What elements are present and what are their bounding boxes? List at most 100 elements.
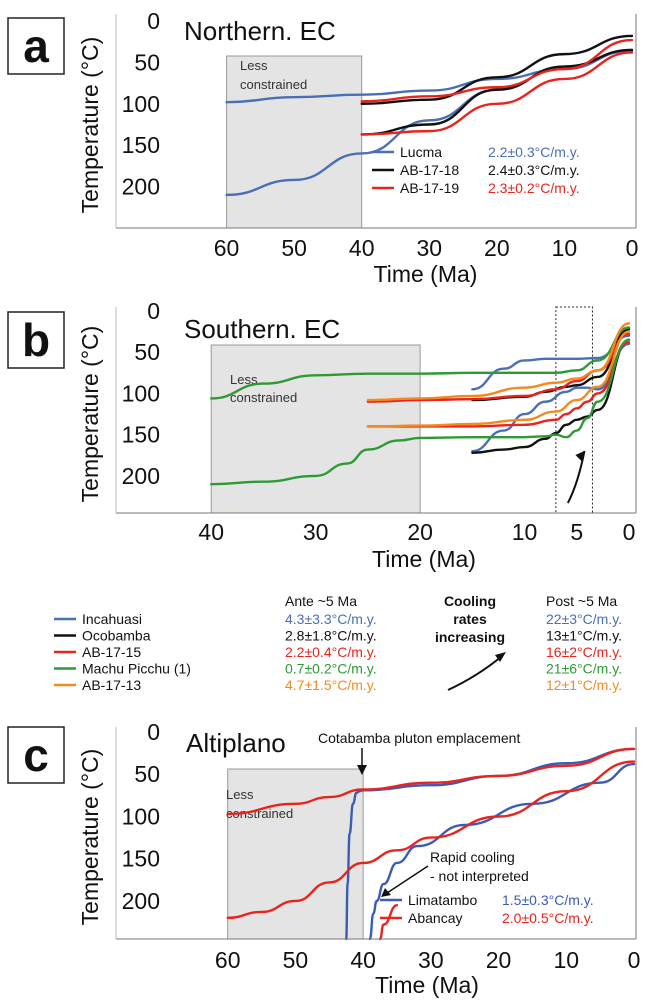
y-tick-label: 50 — [134, 49, 160, 75]
x-tick-label: 60 — [214, 235, 240, 261]
panel-a: a Less constrained Northern. EC 60 50 40 30 20 10… — [7, 8, 638, 287]
panel-label-box — [7, 311, 65, 369]
legend-rate-post: 22±3°C/m.y. — [546, 611, 622, 627]
series-line-ab-17-19 — [360, 51, 634, 136]
panel-label: a — [23, 20, 49, 72]
y-tick-label: 200 — [122, 888, 160, 914]
panel-label-box — [7, 726, 65, 784]
legend-rate: 2.2±0.3°C/m.y. — [488, 144, 580, 160]
x-tick-label: 5 — [570, 519, 583, 545]
legend-label: Abancay — [408, 910, 462, 926]
series-line-abancay — [226, 760, 636, 920]
legend-label: Ocobamba — [82, 628, 151, 644]
x-tick-label: 30 — [416, 235, 442, 261]
legend-label: AB-17-19 — [400, 180, 459, 196]
x-tick-label: 20 — [484, 235, 510, 261]
x-tick-label: 20 — [407, 519, 433, 545]
annotation-arrow-head — [381, 888, 391, 897]
legend-rate-post: 21±6°C/m.y. — [546, 661, 622, 677]
shaded-region-label: constrained — [240, 77, 307, 92]
cooling-note: Cooling — [444, 593, 496, 609]
annotation-arrow — [383, 865, 429, 896]
y-axis-label: Temperature (°C) — [77, 749, 103, 926]
series-line-machu-picchu-1- — [210, 338, 631, 486]
legend-rate-post: 16±2°C/m.y. — [546, 644, 622, 660]
shaded-region-label: Less — [240, 58, 268, 73]
legend-rate-ante: 2.2±0.4°C/m.y. — [285, 644, 377, 660]
series-line-abancay — [226, 747, 636, 816]
x-tick-label: 50 — [283, 947, 309, 973]
x-tick-label: 10 — [553, 947, 579, 973]
shaded-region-label: Less — [230, 372, 258, 387]
annotation-cotabamba: Cotabamba pluton emplacement — [318, 730, 520, 746]
x-tick-label: 0 — [623, 519, 636, 545]
legend-rate: 2.0±0.5°C/m.y. — [502, 910, 594, 926]
shaded-region-label: Less — [226, 787, 254, 802]
shaded-region-label: constrained — [230, 390, 297, 405]
y-tick-label: 150 — [122, 132, 160, 158]
legend-rate: 2.4±0.3°C/m.y. — [488, 162, 580, 178]
series-line-ab-17-19 — [360, 38, 634, 103]
y-tick-label: 0 — [147, 719, 160, 745]
annotation-rapid-cooling: - not interpreted — [430, 868, 529, 884]
legend-label: Lucma — [400, 144, 442, 160]
shaded-region — [226, 55, 363, 229]
legend-label: AB-17-18 — [400, 162, 459, 178]
y-tick-label: 200 — [122, 174, 160, 200]
legend-label: Incahuasi — [82, 611, 142, 627]
y-axis-label: Temperature (°C) — [77, 326, 103, 503]
x-tick-label: 40 — [350, 947, 376, 973]
shaded-region — [227, 768, 364, 940]
cooling-note: rates — [453, 611, 487, 627]
legend-header-post: Post ~5 Ma — [546, 593, 617, 609]
series-line-incahuasi — [471, 342, 631, 453]
legend-rate-ante: 2.8±1.8°C/m.y. — [285, 628, 377, 644]
legend-label: Machu Picchu (1) — [82, 661, 191, 677]
shaded-region-label: constrained — [226, 806, 293, 821]
legend-label: AB-17-13 — [82, 677, 141, 693]
x-tick-label: 30 — [418, 947, 444, 973]
series-line-ab-17-13 — [366, 330, 631, 428]
series-line-ab-17-18 — [360, 34, 634, 105]
x-tick-label: 10 — [512, 519, 538, 545]
y-tick-label: 100 — [122, 91, 160, 117]
y-tick-label: 150 — [122, 846, 160, 872]
y-tick-label: 200 — [122, 463, 160, 489]
series-line-ocobamba — [471, 338, 631, 455]
cooling-note: increasing — [435, 629, 505, 645]
x-tick-label: 30 — [303, 519, 329, 545]
legend-rate-ante: 0.7±0.2°C/m.y. — [285, 661, 377, 677]
legend-rate-ante: 4.7±1.5°C/m.y. — [285, 677, 377, 693]
panel-b-legend: Ante ~5 Ma Post ~5 Ma Cooling rates increasi… — [54, 593, 622, 693]
y-tick-label: 150 — [122, 422, 160, 448]
legend-rate-post: 12±1°C/m.y. — [546, 677, 622, 693]
panel-title: Southern. EC — [184, 314, 340, 344]
legend-rate: 2.3±0.2°C/m.y. — [488, 180, 580, 196]
panel-label-box — [7, 17, 65, 75]
y-tick-label: 100 — [122, 803, 160, 829]
x-axis-label: Time (Ma) — [374, 261, 478, 287]
cooling-note-arrow — [447, 655, 503, 691]
x-tick-label: 0 — [628, 947, 641, 973]
x-tick-label: 10 — [552, 235, 578, 261]
y-tick-label: 0 — [147, 298, 160, 324]
legend-header-ante: Ante ~5 Ma — [285, 593, 357, 609]
x-axis-label: Time (Ma) — [375, 972, 479, 998]
legend-rate: 1.5±0.3°C/m.y. — [502, 892, 594, 908]
y-tick-label: 0 — [147, 8, 160, 34]
x-tick-label: 50 — [281, 235, 307, 261]
trend-arrow-head — [575, 451, 585, 461]
shaded-region — [210, 344, 421, 514]
y-tick-label: 50 — [134, 761, 160, 787]
trend-arrow — [566, 450, 586, 504]
y-tick-label: 50 — [134, 339, 160, 365]
panel-label: b — [22, 314, 50, 366]
panel-title: Northern. EC — [184, 16, 336, 46]
panel-label: c — [23, 729, 49, 781]
series-line-machu-picchu-1- — [210, 326, 631, 400]
x-tick-label: 20 — [486, 947, 512, 973]
annotation-rapid-cooling: Rapid cooling — [430, 849, 515, 865]
